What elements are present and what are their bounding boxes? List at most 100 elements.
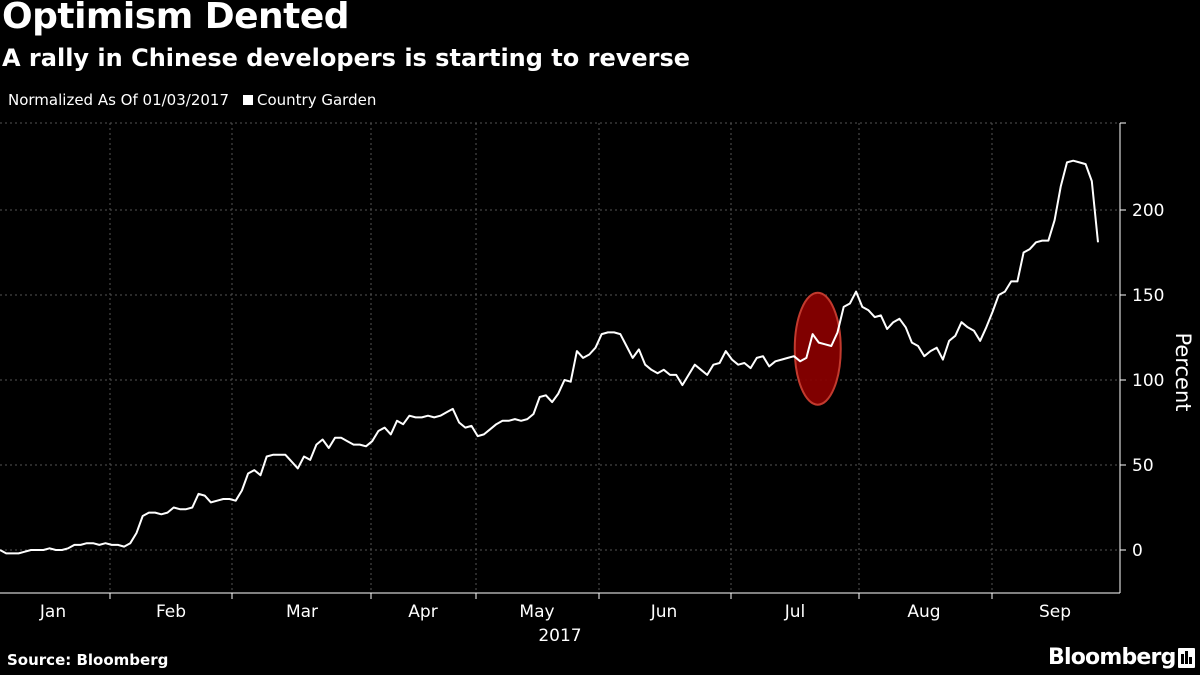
data-point <box>812 333 814 335</box>
data-point <box>216 500 218 502</box>
data-point <box>911 342 913 344</box>
data-point <box>458 422 460 424</box>
data-point <box>775 361 777 363</box>
y-tick-label-150: 150 <box>1132 286 1164 306</box>
data-point <box>551 401 553 403</box>
data-point <box>1066 162 1068 164</box>
data-point <box>793 355 795 357</box>
data-point <box>92 542 94 544</box>
data-point <box>762 355 764 357</box>
data-point <box>737 364 739 366</box>
data-point <box>638 349 640 351</box>
data-point <box>1060 185 1062 187</box>
data-point <box>49 548 51 550</box>
data-point <box>961 321 963 323</box>
legend-series-label: Country Garden <box>257 91 377 109</box>
x-tick-label-jun: Jun <box>650 602 678 622</box>
data-point <box>620 333 622 335</box>
x-tick-label-feb: Feb <box>156 602 186 622</box>
data-point <box>229 498 231 500</box>
data-point <box>545 395 547 397</box>
data-point <box>123 546 125 548</box>
data-point <box>223 498 225 500</box>
data-point <box>365 446 367 448</box>
data-point <box>278 454 280 456</box>
data-point <box>1023 252 1025 254</box>
data-point <box>750 367 752 369</box>
data-point <box>979 340 981 342</box>
data-point <box>477 435 479 437</box>
data-point <box>893 321 895 323</box>
data-point <box>74 544 76 546</box>
data-point <box>930 350 932 352</box>
data-point <box>936 347 938 349</box>
data-point <box>378 430 380 432</box>
data-point <box>254 469 256 471</box>
data-point <box>880 315 882 317</box>
data-point <box>682 384 684 386</box>
data-point <box>973 330 975 332</box>
highlight-ellipse <box>793 291 842 406</box>
data-point <box>651 369 653 371</box>
data-point <box>340 437 342 439</box>
data-point <box>669 374 671 376</box>
data-point <box>818 342 820 344</box>
data-point <box>756 357 758 359</box>
data-point <box>1085 163 1087 165</box>
data-point <box>154 512 156 514</box>
data-point <box>1079 162 1081 164</box>
x-tick-label-sep: Sep <box>1039 602 1071 622</box>
data-point <box>210 502 212 504</box>
data-point <box>607 332 609 334</box>
data-point <box>992 311 994 313</box>
data-point <box>502 420 504 422</box>
data-point <box>105 542 107 544</box>
data-point <box>322 439 324 441</box>
data-point <box>179 508 181 510</box>
x-tick-label-jul: Jul <box>784 602 806 622</box>
data-point <box>837 332 839 334</box>
data-point <box>247 473 249 475</box>
x-tick-label-mar: Mar <box>286 602 318 622</box>
data-point <box>30 549 32 551</box>
data-point <box>24 551 26 553</box>
data-point <box>483 434 485 436</box>
data-point <box>849 303 851 305</box>
data-point <box>626 345 628 347</box>
data-point <box>576 350 578 352</box>
data-point <box>582 357 584 359</box>
data-point <box>570 381 572 383</box>
x-year-label: 2017 <box>538 626 581 646</box>
y-tick-label-50: 50 <box>1132 456 1154 476</box>
data-point <box>1029 248 1031 250</box>
data-point <box>1097 242 1099 244</box>
data-point <box>917 345 919 347</box>
data-point <box>924 355 926 357</box>
data-point <box>130 542 132 544</box>
data-point <box>564 379 566 381</box>
data-point <box>713 364 715 366</box>
data-point <box>862 306 864 308</box>
data-point <box>204 495 206 497</box>
x-tick-label-jan: Jan <box>39 602 66 622</box>
data-point <box>421 417 423 419</box>
data-point <box>396 420 398 422</box>
source-note: Source: Bloomberg <box>7 651 169 669</box>
data-point <box>855 291 857 293</box>
data-point <box>161 514 163 516</box>
data-point <box>955 335 957 337</box>
data-point <box>446 412 448 414</box>
data-point <box>409 415 411 417</box>
data-point <box>489 429 491 431</box>
data-point <box>334 437 336 439</box>
series-line-country-garden <box>0 159 1099 555</box>
data-point <box>309 459 311 461</box>
x-tick-label-may: May <box>519 602 554 622</box>
data-point <box>1054 219 1056 221</box>
data-point <box>18 553 20 555</box>
data-point <box>440 415 442 417</box>
data-point <box>427 415 429 417</box>
data-point <box>508 420 510 422</box>
data-point <box>80 544 82 546</box>
data-point <box>111 544 113 546</box>
